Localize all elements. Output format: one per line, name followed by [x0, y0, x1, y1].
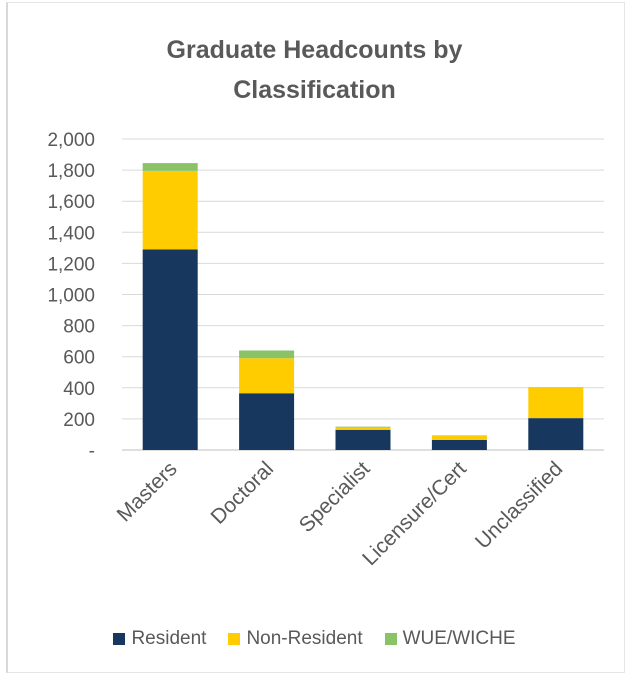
bar-specialist-wue-wiche — [335, 426, 391, 428]
y-tick-label-2000: 2,000 — [47, 130, 95, 151]
bar-unclassified-resident — [528, 418, 584, 450]
legend-item-resident: Resident — [113, 628, 206, 650]
chart-title-line2: Classification — [233, 76, 396, 104]
chart-title: Graduate Headcounts by Classification — [0, 30, 629, 110]
y-tick-label-0: - — [89, 441, 95, 462]
y-tick-label-1400: 1,400 — [47, 223, 95, 244]
y-tick-label-1600: 1,600 — [47, 192, 95, 213]
legend-label-wue-wiche: WUE/WICHE — [402, 628, 516, 649]
y-tick-label-1200: 1,200 — [47, 254, 95, 275]
x-tick-label-doctoral: Doctoral — [207, 457, 279, 529]
legend-item-wue-wiche: WUE/WICHE — [384, 628, 516, 650]
chart-title-line1: Graduate Headcounts by — [166, 36, 463, 64]
bar-masters-non-resident — [142, 170, 198, 250]
legend-label-resident: Resident — [131, 628, 207, 649]
legend-swatch-resident — [113, 633, 126, 645]
bar-masters-resident — [142, 249, 198, 450]
y-tick-label-1800: 1,800 — [47, 161, 95, 182]
bar-specialist-non-resident — [335, 427, 391, 430]
bar-licensure-cert-resident — [431, 439, 487, 450]
y-tick-label-600: 600 — [63, 348, 95, 369]
chart-frame — [6, 2, 625, 673]
bar-unclassified-non-resident — [528, 387, 584, 419]
bar-licensure-cert-non-resident — [431, 435, 487, 440]
y-tick-label-800: 800 — [63, 317, 95, 338]
chart-legend: Resident Non-Resident WUE/WICHE — [0, 628, 629, 650]
bar-doctoral-resident — [239, 393, 295, 450]
legend-swatch-non-resident — [228, 633, 241, 645]
x-tick-label-specialist: Specialist — [295, 457, 375, 537]
legend-item-non-resident: Non-Resident — [228, 628, 363, 650]
x-tick-label-masters: Masters — [113, 457, 182, 526]
bar-chart: - 200 400 600 800 1,000 1,200 1,400 1,600 1,800 2,… — [47, 130, 604, 570]
x-tick-label-licensure-cert: Licensure/Cert — [358, 457, 471, 570]
bar-masters-wue-wiche — [142, 163, 198, 171]
legend-swatch-wue-wiche — [384, 633, 397, 645]
bar-doctoral-wue-wiche — [239, 350, 295, 359]
bar-doctoral-non-resident — [239, 358, 295, 394]
y-tick-label-200: 200 — [63, 410, 95, 431]
bar-specialist-resident — [335, 429, 391, 450]
y-tick-label-1000: 1,000 — [47, 286, 95, 307]
legend-label-non-resident: Non-Resident — [246, 628, 363, 649]
x-tick-label-unclassified: Unclassified — [471, 457, 567, 553]
y-tick-label-400: 400 — [63, 379, 95, 400]
